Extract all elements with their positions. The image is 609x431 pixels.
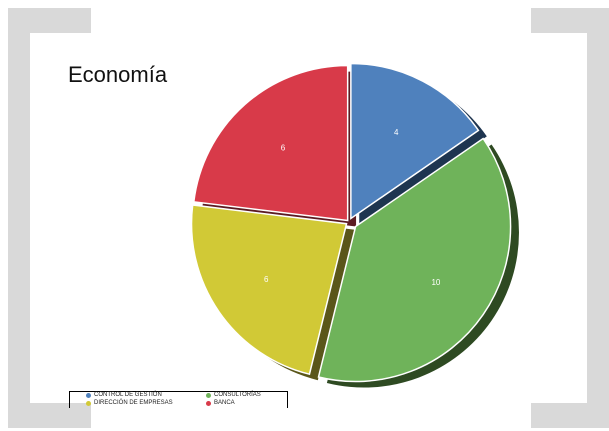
slide-title: Economía [68, 62, 168, 87]
frame-right-bottom [531, 403, 609, 428]
legend-item-3: BANCA [206, 400, 235, 406]
legend-swatch-3 [206, 400, 211, 406]
data-label-0: 4 [394, 128, 399, 137]
legend-swatch-1 [206, 392, 211, 398]
data-label-1: 10 [431, 278, 440, 287]
legend-item-2: DIRECCIÓN DE EMPRESAS [86, 400, 173, 406]
legend-label-3: BANCA [214, 400, 235, 406]
legend-label-2: DIRECCIÓN DE EMPRESAS [94, 400, 173, 406]
legend-label-0: CONTROL DE GESTIÓN [94, 392, 162, 398]
data-label-3: 6 [281, 143, 286, 152]
frame-right-side [587, 8, 609, 428]
pie-slice-1 [317, 137, 512, 383]
legend-label-1: CONSULTORÍAS [214, 392, 261, 398]
legend-item-1: CONSULTORÍAS [206, 392, 261, 398]
legend-item-0: CONTROL DE GESTIÓN [86, 392, 162, 398]
pie-slice-0 [350, 62, 480, 220]
chart-legend: CONTROL DE GESTIÓN CONSULTORÍAS DIRECCIÓN … [69, 391, 288, 408]
pie-slice-3 [192, 64, 349, 222]
pie-slice-2 [190, 204, 348, 376]
legend-swatch-2 [86, 400, 91, 406]
frame-left-side [8, 8, 30, 428]
frame-left-bottom [8, 403, 91, 428]
legend-swatch-0 [86, 392, 91, 398]
data-label-2: 6 [264, 275, 269, 284]
